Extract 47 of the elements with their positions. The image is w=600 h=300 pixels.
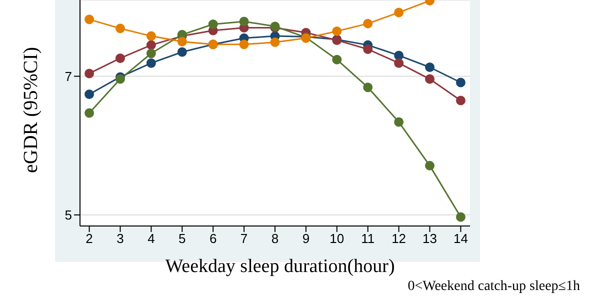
point: [363, 18, 373, 28]
point: [177, 47, 187, 57]
point: [208, 20, 218, 30]
x-tick-label: 6: [209, 231, 217, 246]
point: [146, 48, 156, 58]
point: [394, 8, 404, 18]
point: [146, 40, 156, 50]
point: [84, 14, 94, 24]
x-tick-label: 11: [361, 231, 375, 246]
x-tick-label: 4: [148, 231, 155, 246]
point: [425, 62, 435, 72]
point: [84, 90, 94, 100]
x-tick-label: 3: [116, 231, 124, 246]
y-axis-title: eGDR (95%CI): [20, 46, 42, 173]
point: [115, 53, 125, 63]
point: [84, 68, 94, 78]
point: [394, 117, 404, 127]
text: 0<Weekend catch-up sleep≤1h: [408, 279, 580, 295]
point: [146, 31, 156, 41]
point: [456, 212, 466, 222]
x-axis-title: Weekday sleep duration(hour): [164, 256, 396, 278]
point: [177, 36, 187, 46]
point: [332, 26, 342, 36]
x-tick-label: 12: [392, 231, 406, 246]
x-tick-label: 14: [453, 231, 468, 246]
x-tick-label: 2: [86, 231, 93, 246]
point: [270, 38, 280, 48]
x-tick-label: 10: [330, 231, 344, 246]
point: [394, 50, 404, 60]
point: [239, 16, 249, 26]
point: [363, 44, 373, 54]
point: [456, 96, 466, 106]
x-tick-label: 8: [271, 231, 279, 246]
x-tick-label: 13: [422, 231, 437, 246]
point: [84, 108, 94, 118]
x-tick-label: 5: [178, 231, 186, 246]
point: [425, 160, 435, 170]
point: [239, 40, 249, 50]
point: [456, 78, 466, 88]
point: [146, 58, 156, 68]
x-tick-label: 7: [240, 231, 248, 246]
point: [425, 74, 435, 84]
point: [394, 58, 404, 68]
x-tick-label: 9: [302, 231, 310, 246]
point: [363, 82, 373, 92]
point: [115, 24, 125, 34]
point: [332, 54, 342, 64]
